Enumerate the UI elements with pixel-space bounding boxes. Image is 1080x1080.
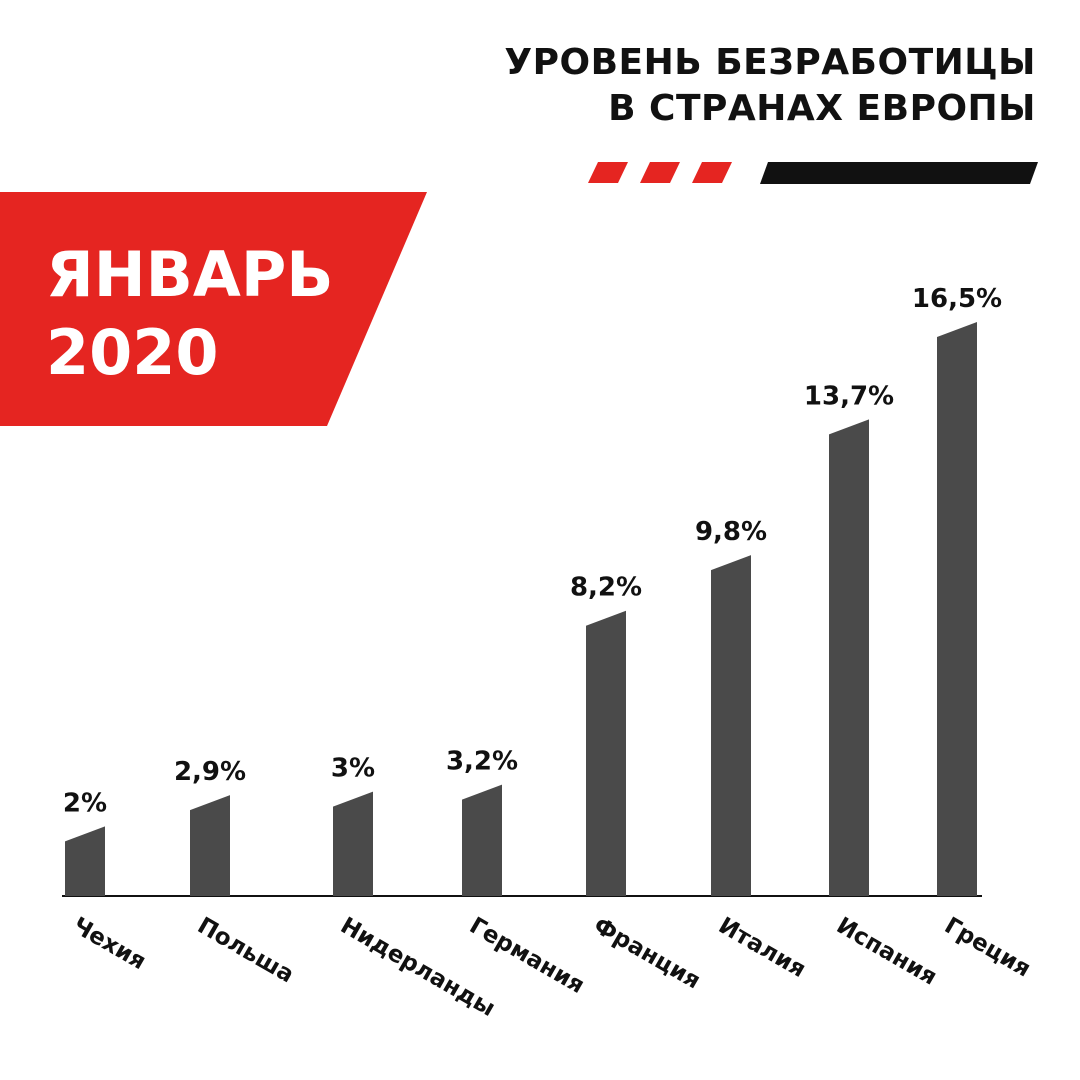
value-label-7: 13,7% <box>804 381 894 411</box>
bar-5 <box>586 610 626 896</box>
bar-7 <box>829 419 869 896</box>
value-label-3: 3% <box>331 754 375 784</box>
category-label-7: Испания <box>832 913 941 991</box>
category-label-1: Чехия <box>68 913 150 975</box>
bar-8 <box>937 322 977 896</box>
title-underline-decoration <box>588 162 1038 184</box>
value-label-5: 8,2% <box>570 573 642 603</box>
category-label-8: Греция <box>940 913 1035 983</box>
value-label-2: 2,9% <box>174 757 246 787</box>
chart-title-line-1: УРОВЕНЬ БЕЗРАБОТИЦЫ <box>504 42 1036 83</box>
value-label-1: 2% <box>63 788 107 818</box>
bars-group <box>65 322 977 896</box>
red-dash-1 <box>588 162 628 183</box>
period-banner <box>0 192 427 426</box>
bar-2 <box>190 795 230 896</box>
bar-6 <box>711 555 751 896</box>
bar-1 <box>65 826 105 896</box>
category-label-5: Франция <box>589 913 705 995</box>
category-label-6: Италия <box>714 913 810 983</box>
bar-3 <box>333 791 373 896</box>
category-label-2: Польша <box>193 913 298 989</box>
bar-4 <box>462 784 502 896</box>
category-label-4: Германия <box>465 913 589 999</box>
period-year: 2020 <box>46 316 219 389</box>
red-dash-2 <box>640 162 680 183</box>
value-label-8: 16,5% <box>912 284 1002 314</box>
black-bar <box>760 162 1038 184</box>
chart-title-line-2: В СТРАНАХ ЕВРОПЫ <box>608 88 1036 129</box>
value-label-6: 9,8% <box>695 517 767 547</box>
value-labels-group: 2% 2,9% 3% 3,2% 8,2% 9,8% 13,7% 16,5% <box>63 284 1002 818</box>
period-label: ЯНВАРЬ 2020 <box>46 236 334 392</box>
red-dash-3 <box>692 162 732 183</box>
value-label-4: 3,2% <box>446 747 518 777</box>
chart-title: УРОВЕНЬ БЕЗРАБОТИЦЫ В СТРАНАХ ЕВРОПЫ <box>504 40 1036 132</box>
period-month: ЯНВАРЬ <box>46 238 334 311</box>
